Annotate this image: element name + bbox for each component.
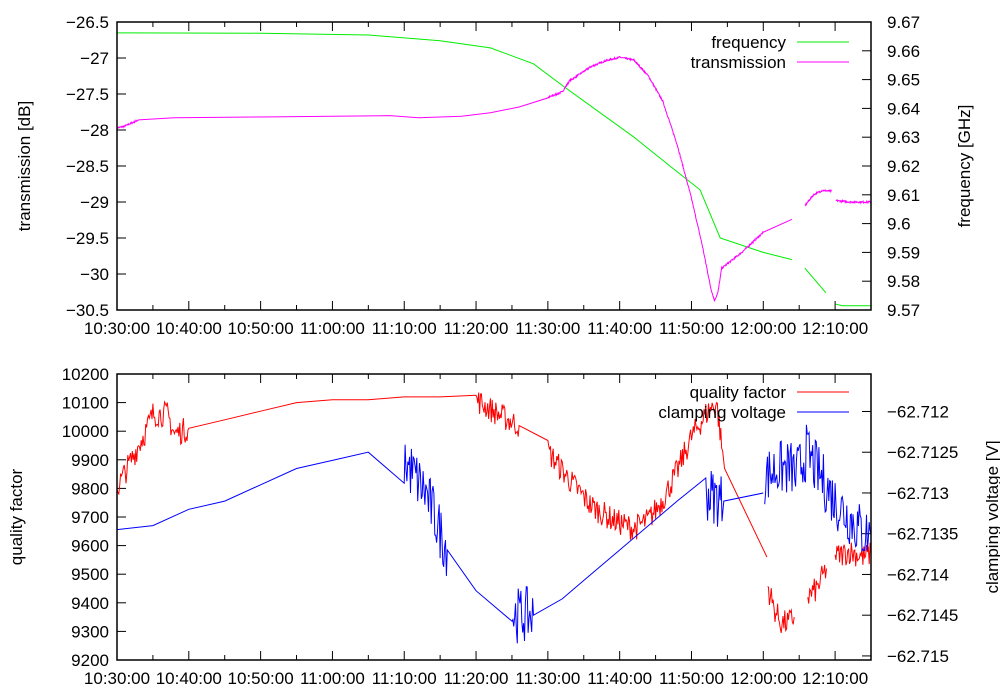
x-tick-label: 10:40:00 [156,669,222,688]
plot-frame [116,373,872,661]
series-line-quality-factor [117,392,768,558]
series-line-transmission [804,188,832,207]
y2-tick-label: −62.712 [887,402,949,421]
x-tick-label: 11:00:00 [300,319,365,338]
y-tick-label: 10200 [62,365,109,384]
x-tick-label: 11:50:00 [659,669,724,688]
x-tick-label: 11:20:00 [444,669,509,688]
series-line-clamping-voltage [764,424,871,553]
y-tick-label: −27 [80,49,109,68]
plot-frame [116,21,872,311]
y2-tick-label: 9.64 [887,99,920,118]
x-tick-label: 11:10:00 [372,319,437,338]
y2-tick-label: 9.66 [887,42,920,61]
x-tick-label: 12:10:00 [802,319,868,338]
top-panel-transmission-frequency: 10:30:00 10:40:00 10:50:00 11:00:00 11:10:00… [15,13,974,338]
x-tick-label: 10:50:00 [228,319,294,338]
y2-tick-label: 9.62 [887,157,920,176]
y-tick-label: 9800 [71,479,109,498]
x-tick-label: 10:30:00 [84,319,150,338]
y-tick-label: −26.5 [66,13,109,32]
legend-label: quality factor [690,383,787,402]
y-tick-label: 9300 [71,622,109,641]
x-tick-label: 11:40:00 [587,669,652,688]
x-tick-label: 11:10:00 [372,669,437,688]
y-tick-label: 10000 [62,422,109,441]
y-tick-label: −29.5 [66,229,109,248]
y-axis-label: quality factor [7,468,26,565]
y2-tick-label: 9.57 [887,301,920,320]
y2-tick-label: 9.67 [887,13,920,32]
y-tick-label: 9900 [71,451,109,470]
y2-tick-label: 9.59 [887,243,920,262]
y2-tick-label: 9.6 [887,215,911,234]
y-tick-label: −28 [80,121,109,140]
series-line-transmission [835,198,871,205]
x-tick-label: 10:30:00 [84,669,150,688]
y-tick-label: −30 [80,265,109,284]
y2-tick-label: 9.58 [887,272,920,291]
y-tick-label: 9400 [71,594,109,613]
legend-label: transmission [691,53,786,72]
x-tick-label: 11:50:00 [659,319,724,338]
legend-label: frequency [711,33,786,52]
y-tick-label: −29 [80,193,109,212]
y2-tick-label: 9.61 [887,186,920,205]
x-tick-label: 11:30:00 [515,319,580,338]
x-tick-label: 11:20:00 [444,319,509,338]
y-tick-label: 9700 [71,508,109,527]
x-tick-label: 10:40:00 [156,319,222,338]
x-tick-label: 11:40:00 [587,319,652,338]
y2-tick-label: 9.63 [887,128,920,147]
series-line-frequency [804,267,827,294]
series-line-frequency [117,32,793,261]
series-line-quality-factor [807,564,827,604]
y-tick-label: 9500 [71,565,109,584]
y-tick-label: 10100 [62,394,109,413]
x-tick-label: 12:00:00 [730,669,796,688]
x-tick-label: 12:10:00 [802,669,868,688]
y2-tick-label: −62.713 [887,484,949,503]
y2-tick-label: −62.714 [887,565,949,584]
series-line-clamping-voltage [117,444,764,644]
y2-tick-label: −62.715 [887,647,949,666]
series-line-frequency [835,303,871,307]
y2-tick-label: 9.65 [887,71,920,90]
bottom-panel-quality-clamping: 10:30:00 10:40:00 10:50:00 11:00:00 11:10:00… [7,365,1000,688]
y-tick-label: −27.5 [66,85,109,104]
y-axis-label: transmission [dB] [15,101,34,231]
y-tick-label: −28.5 [66,157,109,176]
y2-tick-label: −62.7125 [887,443,958,462]
y2-axis-label: frequency [GHz] [955,105,974,228]
y2-tick-label: −62.7145 [887,606,958,625]
x-tick-label: 11:30:00 [515,669,580,688]
y-tick-label: −30.5 [66,301,109,320]
series-line-quality-factor [834,542,871,567]
x-tick-label: 11:00:00 [300,669,365,688]
x-tick-label: 12:00:00 [730,319,796,338]
y2-axis-label: clamping voltage [V] [983,440,1000,593]
series-line-transmission [117,55,793,302]
y-tick-label: 9600 [71,537,109,556]
y2-tick-label: −62.7135 [887,525,958,544]
x-tick-label: 10:50:00 [228,669,294,688]
y-tick-label: 9200 [71,651,109,670]
legend-label: clamping voltage [658,403,786,422]
series-line-quality-factor [767,586,795,634]
